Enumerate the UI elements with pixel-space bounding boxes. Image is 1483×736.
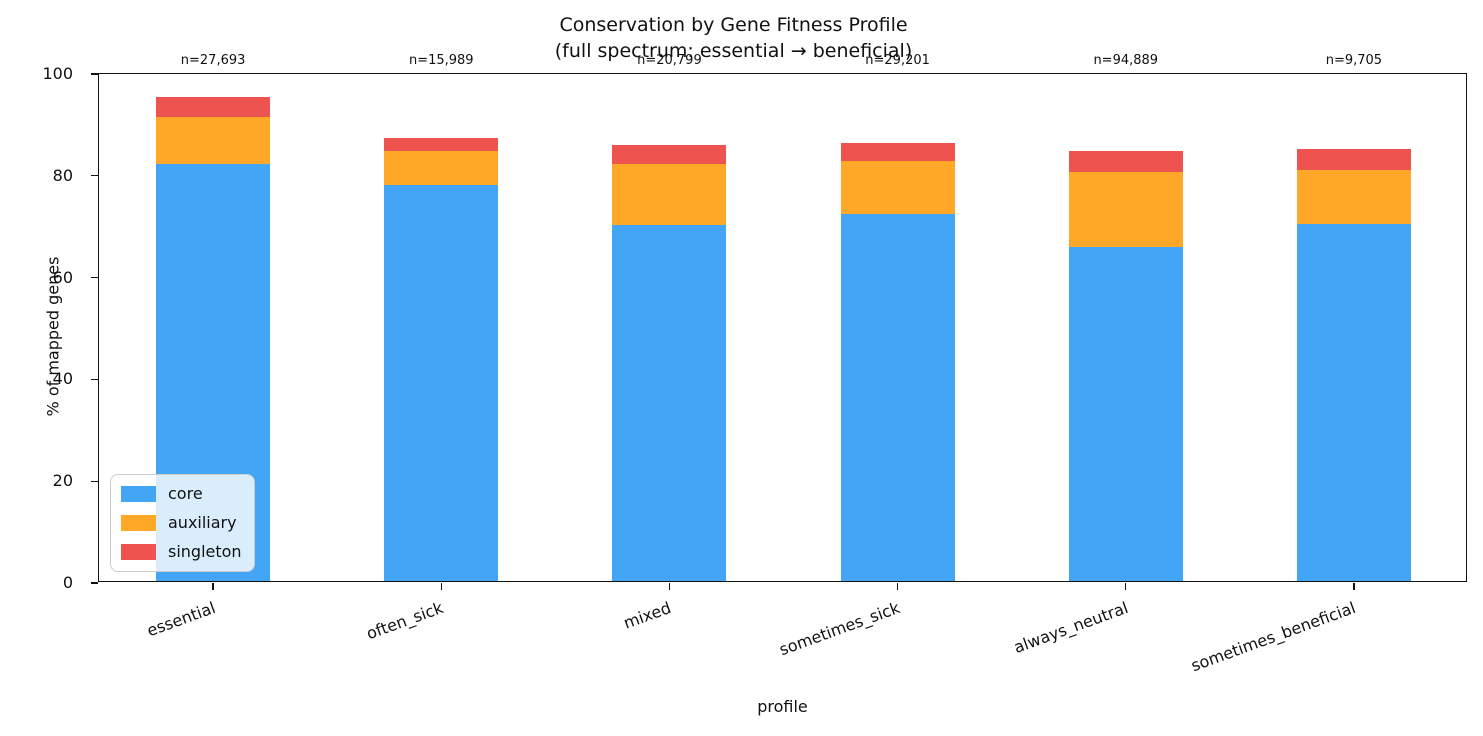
y-axis-tick-label: 40 [52,369,73,389]
legend-swatch-singleton [121,544,156,560]
bar-segment-auxiliary [612,163,727,226]
bar-count-annotation: n=15,989 [408,53,474,68]
plot-area: 0 20 40 60 80 100 n=27,693 essential n=15,989 oft… [42,53,1467,675]
x-axis-label: profile [757,697,808,716]
legend: core auxiliary singleton [110,474,255,572]
bar-segment-core [384,185,499,581]
bar-count-annotation: n=27,693 [180,53,246,68]
y-axis-tick [91,480,98,482]
x-axis-tick [212,583,214,590]
x-axis-tick [440,583,442,590]
x-axis-tick-label: sometimes_beneficial [1188,598,1359,676]
bar-segment-auxiliary [1068,171,1183,247]
bar-segment-core [1296,224,1411,581]
bar-segment-auxiliary [840,161,955,214]
y-axis-tick-label: 20 [52,471,73,491]
legend-item-auxiliary: auxiliary [121,513,242,533]
legend-swatch-core [121,486,156,502]
bar-count-annotation: n=94,889 [1093,53,1159,68]
x-axis-tick [1125,583,1127,590]
y-axis-tick-label: 80 [52,165,73,185]
bar-segment-core [840,213,955,581]
y-axis-tick [91,582,98,584]
x-axis-tick-label: often_sick [363,598,446,644]
bar-segment-core [1068,246,1183,581]
bar-segment-singleton [612,144,727,164]
legend-label: auxiliary [168,513,237,532]
y-axis-tick-label: 100 [42,64,73,83]
x-axis-tick-label: mixed [621,598,674,633]
bar-segment-auxiliary [156,117,271,165]
bar-count-annotation: n=29,201 [865,53,930,68]
bar-segment-singleton [840,143,955,162]
y-axis-tick-label: 60 [52,267,73,287]
chart-title: Conservation by Gene Fitness Profile [559,14,908,36]
bar-count-annotation: n=9,705 [1325,53,1383,68]
x-axis-tick-label: always_neutral [1010,598,1131,657]
y-axis-tick [91,73,98,75]
x-axis-tick [668,583,671,590]
bar-segment-core [612,225,727,581]
legend-item-singleton: singleton [121,542,242,562]
legend-label: core [168,484,203,503]
y-axis-tick-label: 0 [62,573,73,592]
x-axis-tick [896,583,899,590]
bar-segment-auxiliary [384,150,499,185]
bar-count-annotation: n=20,799 [637,53,702,68]
y-axis-tick [91,378,98,381]
bar-segment-singleton [1296,148,1411,170]
x-axis-tick [1353,583,1355,590]
legend-swatch-auxiliary [121,515,156,531]
x-axis-tick-label: essential [143,598,218,641]
legend-label: singleton [168,542,242,561]
legend-item-core: core [121,484,242,504]
bar-segment-singleton [384,138,499,151]
bar-segment-singleton [156,96,271,118]
bar-segment-singleton [1068,150,1183,172]
y-axis-tick [91,175,98,177]
x-axis-tick-label: sometimes_sick [776,598,903,660]
y-axis-tick [91,276,98,279]
y-axis-label: % of mapped genes [43,256,63,417]
bar-segment-auxiliary [1296,169,1411,225]
